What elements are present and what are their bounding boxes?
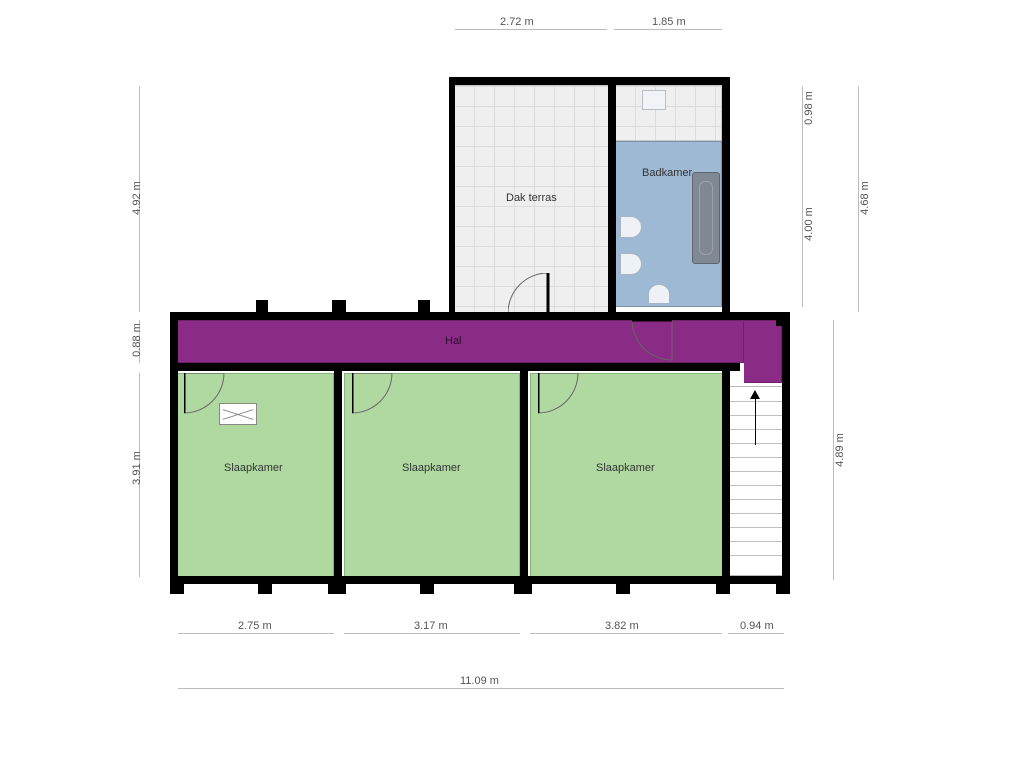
wall [334, 363, 342, 581]
wall [782, 312, 790, 584]
room-hal-ext [744, 320, 782, 383]
pier [716, 576, 730, 594]
dim-label: 11.09 m [460, 675, 499, 687]
bathtub [692, 172, 720, 264]
dim-line [530, 633, 722, 634]
room-label-slaapkamer-2: Slaapkamer [402, 462, 461, 474]
dim-line [614, 29, 722, 30]
dim-label: 1.85 m [652, 16, 686, 28]
dim-line [455, 29, 607, 30]
pier [514, 576, 532, 594]
room-label-slaapkamer-3: Slaapkamer [596, 462, 655, 474]
pier [258, 576, 272, 594]
pier [332, 300, 346, 314]
dim-label: 0.94 m [740, 620, 774, 632]
fixture-sink [642, 90, 666, 110]
fixture-toilet-2 [620, 253, 642, 275]
dim-label: 4.00 m [803, 207, 815, 241]
pier [776, 576, 790, 594]
dim-label: 3.82 m [605, 620, 639, 632]
dim-label: 3.17 m [414, 620, 448, 632]
wall [170, 312, 178, 584]
room-label-dak-terras: Dak terras [506, 192, 557, 204]
dim-label: 2.75 m [238, 620, 272, 632]
stairs-arrow-icon [750, 390, 760, 399]
stairs [728, 386, 784, 576]
fixture-toilet-1 [620, 216, 642, 238]
wall [608, 77, 616, 312]
wall [722, 77, 730, 320]
pier [420, 576, 434, 594]
room-label-badkamer: Badkamer [642, 167, 692, 179]
dim-line [178, 633, 334, 634]
pier [328, 576, 346, 594]
floorplan-canvas: Dak terras Badkamer Hal Slaapkamer Slaap… [0, 0, 1024, 768]
dim-label: 0.88 m [131, 323, 143, 357]
dim-line [728, 633, 784, 634]
pier [616, 576, 630, 594]
pier [418, 300, 430, 314]
pier [170, 576, 184, 594]
dim-label: 4.68 m [859, 181, 871, 215]
dim-label: 0.98 m [803, 91, 815, 125]
fixture-toilet-3 [648, 284, 670, 304]
radiator [219, 403, 257, 425]
stairs-arrow-line [755, 399, 756, 445]
wall [449, 77, 455, 312]
wall [170, 363, 740, 371]
room-slaapkamer-2 [344, 373, 520, 577]
dim-line [178, 688, 784, 689]
dim-label: 4.92 m [131, 181, 143, 215]
pier [256, 300, 268, 314]
room-slaapkamer-3 [530, 373, 724, 577]
dim-label: 3.91 m [131, 451, 143, 485]
dim-label: 2.72 m [500, 16, 534, 28]
dim-label: 4.89 m [834, 433, 846, 467]
wall [520, 363, 528, 581]
wall [449, 77, 727, 85]
pier [776, 312, 790, 326]
wall [722, 363, 730, 581]
room-label-hal: Hal [445, 335, 462, 347]
dim-line [344, 633, 520, 634]
room-label-slaapkamer-1: Slaapkamer [224, 462, 283, 474]
room-badkamer-upper [614, 85, 722, 141]
